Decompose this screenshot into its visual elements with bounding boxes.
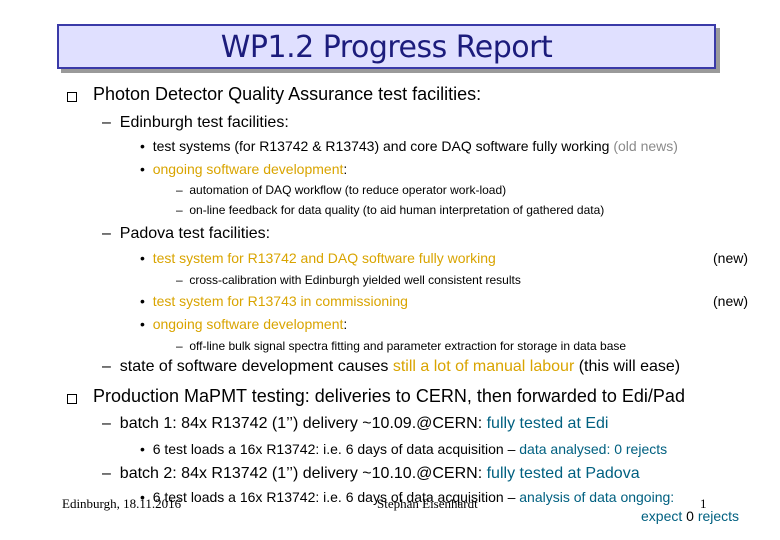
edinburgh-heading: Edinburgh test facilities: (119, 114, 289, 131)
offline-text: off-line bulk signal spectra fitting and… (189, 339, 627, 353)
bullet-photon-detector: Photon Detector Quality Assurance test f… (93, 84, 482, 104)
padova-heading: Padova test facilities: (119, 225, 271, 242)
pad-sub-offline: – off-line bulk signal spectra fitting a… (176, 339, 627, 353)
footer-author: Stephan Eisenhardt (377, 496, 478, 511)
pad-r13742-text: test system for R13742 and DAQ software … (152, 250, 496, 266)
batch2-detail: • 6 test loads a 16x R13742: i.e. 6 days… (140, 489, 675, 505)
title-box: WP1.2 Progress Report (57, 24, 716, 69)
new-tag-1: (new) (713, 250, 749, 266)
dash-bullet-state: – state of software development causes s… (102, 358, 681, 375)
square-bullet-icon (67, 394, 77, 404)
colon: : (343, 161, 348, 177)
crosscal-text: cross-calibration with Edinburgh yielded… (189, 273, 521, 287)
expect-label: expect (641, 508, 687, 524)
pad-point-software-dev: • ongoing software development: (140, 316, 348, 332)
batch1-detail: • 6 test loads a 16x R13742: i.e. 6 days… (140, 441, 668, 457)
batch2-detail-cont: expect 0 rejects (641, 508, 739, 524)
batch2-text: batch 2: 84x R13742 (1’’) delivery ~10.1… (119, 465, 487, 482)
edi-sub-feedback: – on-line feedback for data quality (to … (176, 203, 605, 217)
rejects-label: rejects (693, 508, 740, 524)
state-pre-text: state of software development causes (119, 358, 393, 375)
batch2-status: fully tested at Padova (486, 465, 640, 482)
new-tag-2: (new) (713, 293, 749, 309)
pad-point-r13743: • test system for R13743 in commissionin… (140, 293, 408, 309)
dash-bullet-batch2: – batch 2: 84x R13742 (1’’) delivery ~10… (102, 465, 640, 482)
bullet-production-testing: Production MaPMT testing: deliveries to … (93, 386, 685, 406)
feedback-text: on-line feedback for data quality (to ai… (189, 203, 605, 217)
batch1-detail-text: 6 test loads a 16x R13742: i.e. 6 days o… (152, 441, 520, 457)
footer-page-number: 1 (700, 496, 707, 511)
pad-r13743-text: test system for R13743 in commissioning (152, 293, 408, 309)
square-bullet-icon (67, 92, 77, 102)
slide-title: WP1.2 Progress Report (220, 30, 553, 65)
batch1-status: fully tested at Edi (486, 415, 609, 432)
edi-point-software-dev: • ongoing software development: (140, 161, 348, 177)
edi-point-test-systems: • test systems (for R13742 & R13743) and… (140, 138, 678, 154)
edi-sub-automation: – automation of DAQ workflow (to reduce … (176, 183, 507, 197)
manual-labour-highlight: still a lot of manual labour (392, 358, 575, 375)
colon: : (343, 316, 348, 332)
dash-bullet-padova: – Padova test facilities: (102, 225, 271, 242)
pad-sub-crosscal: – cross-calibration with Edinburgh yield… (176, 273, 521, 287)
zero-count: 0 (686, 508, 694, 524)
edi-test-systems-text: test systems (for R13742 & R13743) and c… (152, 138, 610, 154)
dash-bullet-batch1: – batch 1: 84x R13742 (1’’) delivery ~10… (102, 415, 609, 432)
footer-location-date: Edinburgh, 18.11.2016 (62, 496, 182, 511)
automation-text: automation of DAQ workflow (to reduce op… (189, 183, 507, 197)
edi-software-dev-text: ongoing software development (152, 161, 344, 177)
state-post-text: (this will ease) (574, 358, 681, 375)
batch1-text: batch 1: 84x R13742 (1’’) delivery ~10.0… (119, 415, 487, 432)
batch1-detail-status: data analysed: 0 rejects (519, 441, 668, 457)
dash-bullet-edinburgh: – Edinburgh test facilities: (102, 114, 289, 131)
batch2-detail-text: 6 test loads a 16x R13742: i.e. 6 days o… (152, 489, 520, 505)
pad-software-dev-text: ongoing software development (152, 316, 344, 332)
batch2-detail-status: analysis of data ongoing: (519, 489, 675, 505)
pad-point-r13742: • test system for R13742 and DAQ softwar… (140, 250, 496, 266)
old-news-label: (old news) (613, 138, 678, 154)
